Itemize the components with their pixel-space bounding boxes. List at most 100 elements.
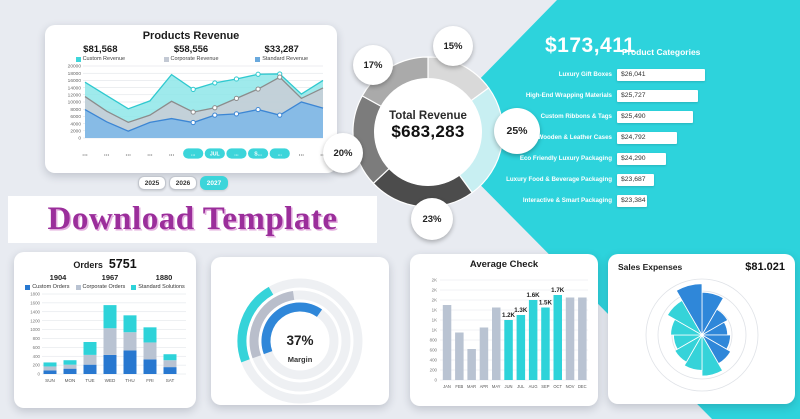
svg-text:FEB: FEB (455, 384, 463, 389)
svg-text:2K: 2K (432, 278, 437, 283)
svg-text:1400: 1400 (30, 309, 40, 314)
svg-text:18000: 18000 (68, 71, 82, 77)
month-pill[interactable] (182, 147, 205, 160)
donut-badge-25: 25% (494, 108, 540, 154)
category-row: Luxury Food & Beverage Packaging $23,687 (478, 169, 783, 190)
total-revenue-label: Total Revenue (389, 110, 467, 122)
average-check-title: Average Check (469, 259, 539, 270)
summary-legend-item: Custom Revenue (55, 56, 146, 62)
category-row: Eco Friendly Luxury Packaging $24,290 (478, 148, 783, 169)
category-label: Luxury Food & Beverage Packaging (506, 176, 612, 183)
month-pill[interactable] (268, 147, 291, 160)
total-revenue-amount: $683,283 (391, 122, 465, 141)
category-row: Custom Ribbons & Tags $25,490 (478, 106, 783, 127)
month-pill[interactable] (247, 147, 269, 160)
orders-card: Orders 5751 1904 1967 1880 Custom Orders Co… (14, 252, 196, 408)
legend-item: Custom Orders (25, 284, 70, 290)
donut-badge-23: 23% (411, 198, 453, 240)
sales-expenses-title: Sales Expenses (618, 262, 683, 272)
svg-text:DEC: DEC (578, 384, 587, 389)
download-template-text[interactable]: Download Template (47, 201, 338, 237)
year-chip-2026[interactable]: 2026 (169, 176, 197, 190)
svg-text:JUL: JUL (517, 384, 525, 389)
svg-text:SUN: SUN (45, 378, 55, 383)
svg-text:...: ... (299, 150, 305, 157)
svg-text:SEP: SEP (541, 384, 549, 389)
legend-swatch (75, 56, 81, 62)
category-label: Eco Friendly Luxury Packaging (519, 155, 612, 162)
svg-text:12000: 12000 (68, 93, 82, 99)
margin-card: 37% Margin (211, 257, 389, 405)
svg-text:20000: 20000 (68, 64, 82, 70)
svg-text:16000: 16000 (68, 78, 82, 84)
category-label: Wooden & Leather Cases (537, 134, 613, 141)
year-chip-2027[interactable]: 2027 (200, 176, 228, 190)
svg-text:1600: 1600 (30, 300, 40, 305)
svg-text:2K: 2K (432, 288, 437, 293)
svg-text:200: 200 (33, 363, 41, 368)
orders-subtotal: 1880 (155, 273, 173, 282)
category-label: High-End Wrapping Materials (525, 92, 612, 99)
svg-text:1.5K: 1.5K (539, 300, 553, 307)
summary-legend-item: Corporate Revenue (146, 56, 237, 62)
svg-text:2K: 2K (432, 298, 437, 303)
svg-text:1.7K: 1.7K (551, 287, 565, 294)
svg-text:JUL: JUL (210, 152, 221, 158)
category-bar: $25,490 (617, 110, 693, 123)
legend-label: Corporate Orders (82, 284, 126, 290)
svg-text:1200: 1200 (30, 318, 40, 323)
orders-subtotal: 1967 (101, 273, 119, 282)
legend-swatch (255, 56, 261, 62)
svg-text:0: 0 (38, 372, 41, 377)
summary-amount: $33,287 (264, 44, 299, 55)
donut-center-text: Total Revenue $683,283 (348, 110, 508, 142)
category-value: $24,792 (621, 134, 646, 141)
svg-text:1K: 1K (432, 318, 437, 323)
legend-item: Standard Solutions (131, 284, 185, 290)
svg-text:800: 800 (430, 338, 438, 343)
svg-text:...: ... (169, 150, 175, 157)
month-pill[interactable] (225, 147, 248, 160)
svg-text:400: 400 (33, 354, 41, 359)
categories-total: $173,411 (545, 34, 636, 57)
svg-text:1K: 1K (432, 308, 437, 313)
orders-legend: Custom Orders Corporate Orders Standard So… (20, 284, 190, 290)
legend-label: Standard Solutions (138, 284, 185, 290)
sales-expenses-card: Sales Expenses $81.021 (608, 254, 795, 404)
summary-amount: $58,556 (173, 44, 209, 55)
svg-text:FRI: FRI (146, 378, 153, 383)
download-template-banner[interactable]: Download Template (8, 196, 377, 243)
summary-legend-item: Standard Revenue (236, 56, 327, 62)
svg-text:...: ... (147, 150, 153, 157)
category-label: Luxury Gift Boxes (558, 71, 612, 78)
sales-expenses-rose-chart (645, 278, 759, 392)
category-value: $23,687 (621, 176, 646, 183)
year-chip-2025[interactable]: 2025 (138, 176, 166, 190)
orders-header: Orders 5751 (20, 257, 190, 271)
average-check-card: Average Check 2K 2K 2K 1K 1K 1K 800 600 400 200 0 J… (410, 254, 598, 406)
category-bar: $25,727 (617, 89, 698, 102)
svg-text:800: 800 (33, 336, 41, 341)
legend-swatch (163, 56, 169, 62)
category-row: Interactive & Smart Packaging $23,384 (478, 190, 783, 211)
svg-text:600: 600 (430, 348, 438, 353)
products-summary-col: $81,568 Custom Revenue (55, 44, 146, 62)
orders-subtotals: 1904 1967 1880 (20, 273, 190, 283)
svg-text:1K: 1K (432, 328, 437, 333)
category-label: Custom Ribbons & Tags (540, 113, 612, 120)
category-row: High-End Wrapping Materials $25,727 (478, 85, 783, 106)
month-pill[interactable] (203, 147, 226, 160)
svg-text:1.3K: 1.3K (514, 307, 528, 314)
svg-text:THU: THU (125, 378, 134, 383)
legend-swatch (131, 284, 137, 290)
donut-badge-15: 15% (433, 26, 473, 66)
svg-text:1.6K: 1.6K (527, 292, 541, 299)
legend-swatch (75, 284, 81, 290)
category-value: $25,727 (621, 92, 646, 99)
category-value: $23,384 (621, 197, 646, 204)
sales-expenses-amount: $81.021 (745, 261, 785, 273)
svg-text:...: ... (191, 152, 196, 158)
svg-text:NOV: NOV (566, 384, 575, 389)
